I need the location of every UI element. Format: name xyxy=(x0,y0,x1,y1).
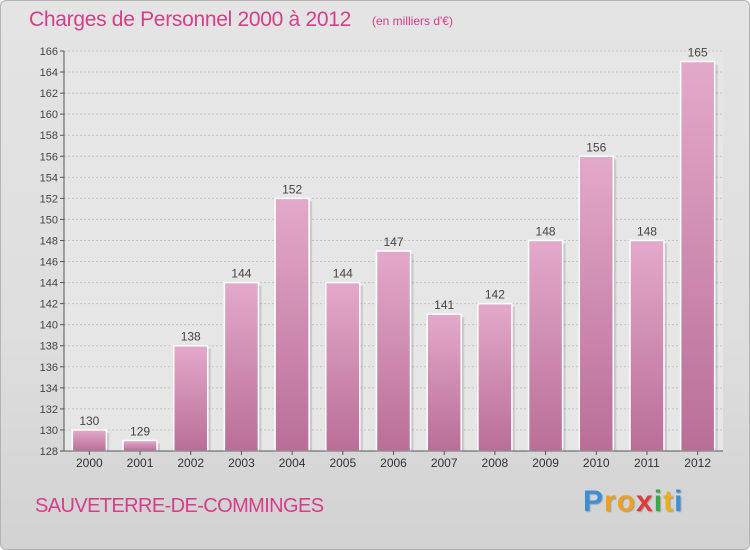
bar-value-label: 156 xyxy=(586,140,606,154)
bar-value-label: 129 xyxy=(130,424,150,438)
proxiti-logo: Proxiti xyxy=(583,485,683,519)
bar-value-label: 141 xyxy=(434,298,454,312)
y-tick-label: 164 xyxy=(40,67,58,79)
bar-2001 xyxy=(122,439,158,452)
logo-letter: o xyxy=(616,485,637,518)
y-tick-label: 136 xyxy=(40,362,58,374)
logo-letter: r xyxy=(604,485,617,518)
y-tick-label: 138 xyxy=(40,341,58,353)
bar-value-label: 152 xyxy=(282,182,302,196)
y-tick-label: 144 xyxy=(40,278,58,290)
bar-2011 xyxy=(629,239,665,452)
y-tick-label: 142 xyxy=(40,299,58,311)
bar-value-label: 165 xyxy=(688,46,708,60)
bar-2000 xyxy=(71,429,108,452)
logo-letter: i xyxy=(653,485,664,518)
logo-letter: P xyxy=(583,485,605,518)
x-tick-label: 2005 xyxy=(329,456,356,470)
bar-2012 xyxy=(679,60,716,452)
y-tick-label: 154 xyxy=(40,172,58,184)
x-tick-label: 2000 xyxy=(76,456,103,470)
y-tick-label: 130 xyxy=(40,425,58,437)
y-tick-label: 166 xyxy=(40,46,58,58)
x-tick-label: 2012 xyxy=(684,456,711,470)
commune-name: SAUVETERRE-DE-COMMINGES xyxy=(35,495,324,517)
logo-letter: x xyxy=(636,485,654,518)
bar-value-label: 130 xyxy=(79,414,99,428)
y-tick-label: 128 xyxy=(40,446,58,458)
bar-value-label: 148 xyxy=(637,224,657,238)
y-tick-label: 156 xyxy=(40,151,58,163)
y-tick-label: 152 xyxy=(40,193,58,205)
x-tick-label: 2002 xyxy=(177,456,204,470)
x-tick-label: 2006 xyxy=(380,456,407,470)
bar-2004 xyxy=(274,197,310,452)
bars xyxy=(71,60,718,452)
y-tick-label: 134 xyxy=(40,383,58,395)
bar-2009 xyxy=(527,239,564,452)
y-axis: 128 130 132 134 136 138 140 142 144 146 148 150 152 1… xyxy=(40,46,65,458)
x-tick-label: 2007 xyxy=(431,456,458,470)
x-tick-label: 2011 xyxy=(634,456,660,470)
bar-2008 xyxy=(477,302,513,452)
x-tick-label: 2001 xyxy=(127,456,154,470)
bar-2002 xyxy=(172,344,209,452)
x-tick-label: 2010 xyxy=(583,456,610,470)
bar-value-label: 144 xyxy=(333,267,353,281)
y-tick-label: 162 xyxy=(40,88,58,100)
chart-title: Charges de Personnel 2000 à 2012 xyxy=(29,8,351,31)
bar-value-label: 138 xyxy=(181,330,201,344)
bar-2005 xyxy=(325,281,361,452)
y-tick-label: 132 xyxy=(40,404,58,416)
bar-value-label: 142 xyxy=(485,288,505,302)
bar-value-label: 148 xyxy=(536,224,556,238)
data-labels: 130 129 138 144 152 144 147 141 142 148 156 148 165 xyxy=(79,46,708,439)
y-tick-label: 160 xyxy=(40,109,58,121)
bar-2010 xyxy=(578,155,615,452)
chart-subtitle: (en milliers d'€) xyxy=(372,14,453,28)
y-tick-label: 150 xyxy=(40,214,58,226)
logo-letter: i xyxy=(674,485,684,518)
bar-2006 xyxy=(375,250,412,452)
bar-2003 xyxy=(223,281,260,452)
logo-letter: t xyxy=(663,485,675,518)
x-tick-label: 2008 xyxy=(482,456,509,470)
y-tick-label: 148 xyxy=(40,235,58,247)
y-tick-label: 140 xyxy=(40,320,58,332)
x-axis: 2000 2001 2002 2003 2004 2005 2006 2007 2008 2009… xyxy=(64,450,723,470)
y-tick-label: 146 xyxy=(40,257,58,269)
bar-2007 xyxy=(426,313,462,452)
x-tick-label: 2003 xyxy=(228,456,255,470)
bar-value-label: 144 xyxy=(231,267,251,281)
bar-value-label: 147 xyxy=(383,235,403,249)
x-tick-label: 2009 xyxy=(532,456,559,470)
x-tick-label: 2004 xyxy=(279,456,306,470)
y-tick-label: 158 xyxy=(40,130,58,142)
